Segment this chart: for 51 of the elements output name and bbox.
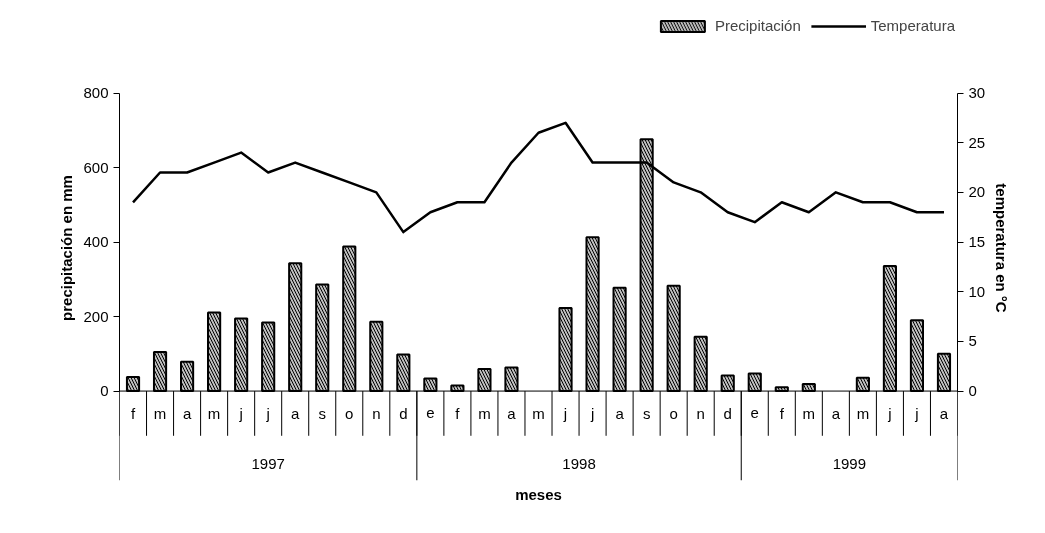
x-tick-label: m bbox=[856, 404, 870, 422]
x-tick-label: m bbox=[532, 404, 545, 422]
x-tick-label: a bbox=[182, 404, 192, 422]
x-tick-label: j bbox=[238, 404, 243, 422]
x-tick-label: n bbox=[696, 404, 705, 422]
x-tick-label: a bbox=[291, 404, 301, 422]
y-tick-label: 600 bbox=[83, 158, 109, 176]
y2-axis-title: temperatura en °C bbox=[993, 183, 1011, 313]
x-tick-label: d bbox=[399, 404, 408, 422]
y2-tick-label: 0 bbox=[968, 382, 977, 400]
x-tick-label: n bbox=[372, 404, 381, 422]
x-tick-label: s bbox=[642, 404, 651, 422]
x-tick-label: a bbox=[939, 404, 949, 422]
x-tick-label: o bbox=[345, 404, 354, 422]
x-tick-label: j bbox=[265, 404, 270, 422]
x-tick-label: s bbox=[318, 404, 326, 422]
x-tick-label: m bbox=[153, 404, 167, 422]
x-tick-label: d bbox=[723, 404, 732, 422]
x-tick-label: a bbox=[615, 404, 625, 422]
text: 1997 bbox=[251, 455, 285, 473]
y2-tick-label: 5 bbox=[968, 332, 977, 350]
x-tick-label: a bbox=[831, 404, 841, 422]
y2-tick-label: 25 bbox=[968, 133, 986, 151]
x-tick-label: o bbox=[669, 404, 678, 422]
y2-tick-label: 10 bbox=[968, 282, 986, 300]
x-tick-label: e bbox=[750, 404, 759, 422]
x-tick-label: j bbox=[914, 404, 919, 422]
x-tick-label: f bbox=[779, 404, 785, 422]
x-tick-label: j bbox=[887, 404, 892, 422]
y-tick-label: 0 bbox=[100, 382, 109, 400]
text: 1998 bbox=[562, 455, 596, 473]
x-tick-label: a bbox=[507, 404, 517, 422]
x-tick-label: j bbox=[589, 404, 595, 422]
x-tick-label: m bbox=[802, 404, 816, 422]
x-tick-label: m bbox=[207, 404, 221, 422]
x-tick-label: f bbox=[455, 404, 461, 422]
y2-tick-label: 15 bbox=[968, 233, 986, 251]
x-tick-label: e bbox=[426, 404, 435, 422]
legend-label: Precipitación bbox=[714, 17, 801, 34]
y-tick-label: 400 bbox=[83, 233, 109, 251]
y-tick-label: 800 bbox=[83, 84, 109, 101]
y-tick-label: 200 bbox=[83, 307, 109, 325]
text: 1999 bbox=[832, 455, 867, 473]
legend-label: Temperatura bbox=[870, 17, 955, 34]
x-tick-label: m bbox=[478, 404, 491, 422]
y-axis-title: precipitación en mm bbox=[58, 175, 76, 321]
x-axis-title: meses bbox=[515, 485, 562, 503]
y2-tick-label: 30 bbox=[968, 84, 986, 101]
x-tick-label: f bbox=[130, 404, 136, 422]
x-tick-label: j bbox=[562, 404, 568, 422]
y2-tick-label: 20 bbox=[968, 183, 986, 201]
